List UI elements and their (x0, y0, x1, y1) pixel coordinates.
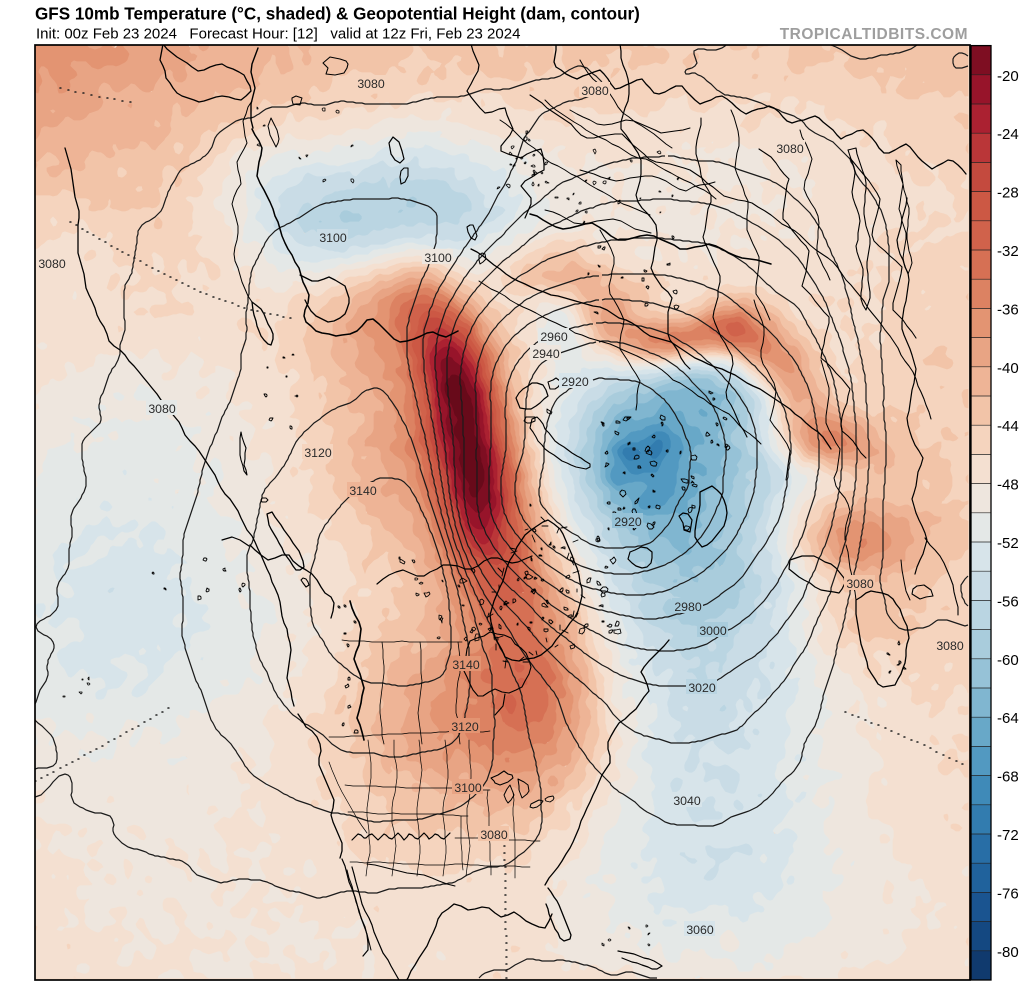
svg-text:3080: 3080 (776, 142, 804, 156)
svg-text:-32: -32 (997, 243, 1019, 260)
svg-text:3080: 3080 (357, 77, 385, 91)
svg-text:3140: 3140 (349, 484, 377, 498)
svg-text:2980: 2980 (674, 600, 702, 614)
svg-text:2920: 2920 (561, 375, 589, 389)
svg-text:-20: -20 (997, 68, 1019, 85)
svg-text:3000: 3000 (699, 624, 727, 638)
svg-text:3100: 3100 (454, 781, 482, 795)
svg-text:-40: -40 (997, 360, 1019, 377)
svg-text:3080: 3080 (38, 257, 66, 271)
svg-text:3080: 3080 (846, 577, 874, 591)
svg-text:3080: 3080 (581, 84, 609, 98)
svg-text:-24: -24 (997, 126, 1019, 143)
svg-text:2960: 2960 (540, 330, 568, 344)
svg-text:2940: 2940 (532, 347, 560, 361)
svg-text:Init: 00z Feb 23 2024 Foreca: Init: 00z Feb 23 2024 Forecast Hour: [12… (36, 26, 520, 43)
svg-text:-60: -60 (997, 652, 1019, 669)
svg-text:-28: -28 (997, 185, 1019, 202)
svg-text:3120: 3120 (451, 720, 479, 734)
svg-text:3080: 3080 (148, 402, 176, 416)
svg-text:-44: -44 (997, 418, 1019, 435)
svg-text:-80: -80 (997, 944, 1019, 961)
svg-text:-48: -48 (997, 477, 1019, 494)
svg-text:3100: 3100 (319, 231, 347, 245)
svg-text:TROPICALTIDBITS.COM: TROPICALTIDBITS.COM (780, 26, 968, 43)
svg-text:-64: -64 (997, 710, 1019, 727)
svg-text:2920: 2920 (614, 515, 642, 529)
svg-text:3080: 3080 (936, 639, 964, 653)
svg-text:-56: -56 (997, 593, 1019, 610)
svg-text:3040: 3040 (673, 794, 701, 808)
svg-text:-76: -76 (997, 885, 1019, 902)
svg-text:-68: -68 (997, 769, 1019, 786)
svg-text:3140: 3140 (452, 658, 480, 672)
svg-text:3080: 3080 (480, 828, 508, 842)
svg-text:-36: -36 (997, 301, 1019, 318)
svg-text:GFS 10mb Temperature (°C, shad: GFS 10mb Temperature (°C, shaded) & Geop… (35, 5, 640, 24)
svg-text:3020: 3020 (688, 681, 716, 695)
svg-text:3060: 3060 (686, 923, 714, 937)
svg-text:3120: 3120 (304, 446, 332, 460)
svg-text:-52: -52 (997, 535, 1019, 552)
svg-text:-72: -72 (997, 827, 1019, 844)
svg-text:3100: 3100 (424, 251, 452, 265)
